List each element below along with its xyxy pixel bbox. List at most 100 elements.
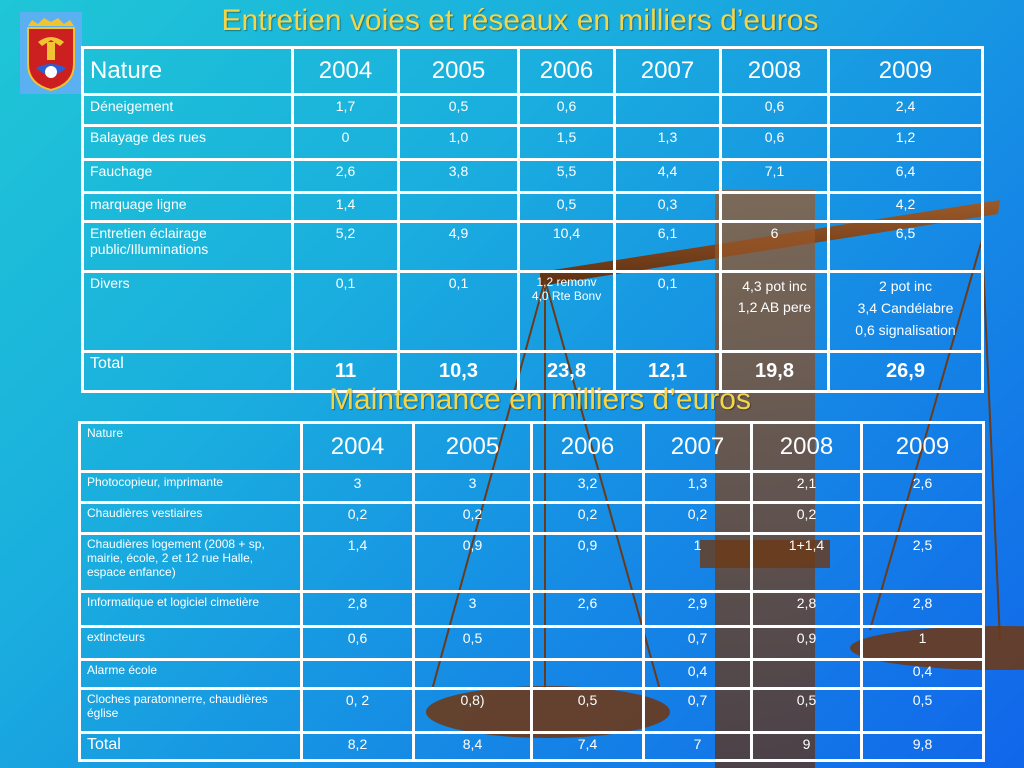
header-cell: 2007	[642, 421, 753, 473]
table-cell: 0, 2	[300, 687, 415, 734]
header-cell: 2004	[291, 46, 400, 96]
row-label: Alarme école	[78, 658, 303, 690]
table-cell: 6,1	[613, 220, 722, 273]
table-cell: 11	[291, 350, 400, 393]
cell-line: 1,2 AB pere	[737, 299, 812, 315]
table-cell: 5,5	[517, 158, 616, 194]
table-row: extincteurs 0,6 0,5 0,7 0,9 1	[78, 625, 985, 661]
table-row: Informatique et logiciel cimetière 2,8 3…	[78, 590, 985, 628]
table-cell: 0,7	[642, 625, 753, 661]
table-cell	[530, 658, 645, 690]
table-cell: 0,6	[517, 93, 616, 127]
table-cell: 6,5	[827, 220, 984, 273]
cell-line: 3,4 Candélabre	[857, 300, 954, 316]
row-label: Total	[81, 350, 294, 393]
table-cell: 6,4	[827, 158, 984, 194]
table-cell: 1,4	[300, 532, 415, 593]
table-cell: 1+1,4	[750, 532, 863, 593]
row-label: Déneigement	[81, 93, 294, 127]
header-cell: 2008	[719, 46, 830, 96]
table-cell: 10,4	[517, 220, 616, 273]
table-cell: 0,5	[517, 191, 616, 223]
table-cell: 3,8	[397, 158, 520, 194]
table-row: Photocopieur, imprimante 3 3 3,2 1,3 2,1…	[78, 470, 985, 504]
header-cell: 2009	[860, 421, 985, 473]
table-cell: 12,1	[613, 350, 722, 393]
table-cell: 0,9	[412, 532, 533, 593]
header-cell: 2009	[827, 46, 984, 96]
cell-line: 4,3 pot inc	[742, 278, 807, 294]
table-cell	[530, 625, 645, 661]
table-cell: 2,6	[860, 470, 985, 504]
table-cell: 0,2	[642, 501, 753, 535]
cell-line: 1,2 remonv	[536, 275, 597, 289]
row-label: Photocopieur, imprimante	[78, 470, 303, 504]
row-label: Balayage des rues	[81, 124, 294, 161]
maintenance-table: Nature 2004 2005 2006 2007 2008 2009 Pho…	[78, 421, 985, 762]
table-cell: 0,6	[719, 124, 830, 161]
table-cell: 2,6	[291, 158, 400, 194]
table-cell: 1	[642, 532, 753, 593]
table-cell: 7,4	[530, 731, 645, 762]
header-cell: Nature	[81, 46, 294, 96]
row-label: Fauchage	[81, 158, 294, 194]
table-row: Chaudières logement (2008 + sp, mairie, …	[78, 532, 985, 593]
row-label: Divers	[81, 270, 294, 353]
table-cell: 2,5	[860, 532, 985, 593]
table-cell: 0,9	[750, 625, 863, 661]
table-cell	[860, 501, 985, 535]
row-label: Informatique et logiciel cimetière	[78, 590, 303, 628]
table-cell: 1,7	[291, 93, 400, 127]
header-cell: 2008	[750, 421, 863, 473]
cell-line: 0,6 signalisation	[855, 322, 956, 338]
table-cell	[412, 658, 533, 690]
table-cell: 2,9	[642, 590, 753, 628]
table-cell: 9	[750, 731, 863, 762]
table-cell: 4,9	[397, 220, 520, 273]
table-cell: 0,1	[613, 270, 722, 353]
table-cell: 1,0	[397, 124, 520, 161]
row-label: Entretien éclairage public/Illuminations	[81, 220, 294, 273]
table-cell: 0,5	[530, 687, 645, 734]
table-cell: 1,3	[613, 124, 722, 161]
entretien-title: Entretien voies et réseaux en milliers d…	[221, 4, 819, 37]
table-cell: 0,4	[642, 658, 753, 690]
table-row: Entretien éclairage public/Illuminations…	[81, 220, 984, 273]
table-cell: 5,2	[291, 220, 400, 273]
table-cell: 1,4	[291, 191, 400, 223]
table-cell	[300, 658, 415, 690]
table-row: Balayage des rues 0 1,0 1,5 1,3 0,6 1,2	[81, 124, 984, 161]
table-cell: 0,5	[412, 625, 533, 661]
table-cell: 0,2	[530, 501, 645, 535]
cell-line: 4,0 Rte Bonv	[531, 289, 602, 303]
table-header-row: Nature 2004 2005 2006 2007 2008 2009	[78, 421, 985, 473]
table-cell: 2,8	[300, 590, 415, 628]
cell-line: 2 pot inc	[879, 278, 932, 294]
table-cell: 26,9	[827, 350, 984, 393]
header-cell: 2006	[530, 421, 645, 473]
table-cell	[750, 658, 863, 690]
table-cell: 3	[300, 470, 415, 504]
table-cell: 8,2	[300, 731, 415, 762]
table-cell: 0,1	[291, 270, 400, 353]
table-cell: 0,2	[300, 501, 415, 535]
table-cell: 10,3	[397, 350, 520, 393]
table-cell: 0,5	[750, 687, 863, 734]
table-cell: 0,5	[397, 93, 520, 127]
table-row: Fauchage 2,6 3,8 5,5 4,4 7,1 6,4	[81, 158, 984, 194]
table-row: Déneigement 1,7 0,5 0,6 0,6 2,4	[81, 93, 984, 127]
table-cell: 4,4	[613, 158, 722, 194]
table-row: Divers 0,1 0,1 1,2 remonv 4,0 Rte Bonv 0…	[81, 270, 984, 353]
table-cell: 4,2	[827, 191, 984, 223]
table-cell: 8,4	[412, 731, 533, 762]
table-cell: 3,2	[530, 470, 645, 504]
table-cell: 7	[642, 731, 753, 762]
table-cell: 23,8	[517, 350, 616, 393]
header-cell: Nature	[78, 421, 303, 473]
table-cell: 1	[860, 625, 985, 661]
table-cell: 0,6	[719, 93, 830, 127]
table-cell: 0,9	[530, 532, 645, 593]
table-cell: 7,1	[719, 158, 830, 194]
table-cell: 1,3	[642, 470, 753, 504]
table-cell: 1,5	[517, 124, 616, 161]
